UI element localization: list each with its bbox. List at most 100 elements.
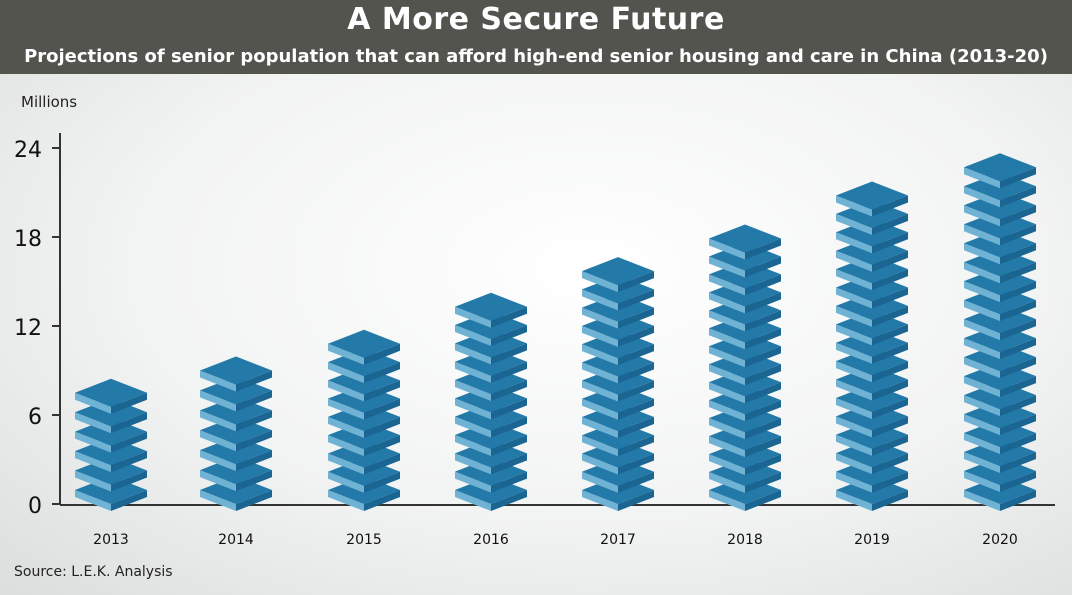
block-right-face: [1000, 376, 1036, 398]
block-right-face: [1000, 357, 1036, 379]
block-right-face: [364, 362, 400, 384]
block-right-face: [111, 451, 147, 473]
block-left-face: [709, 436, 745, 458]
block-right-face: [618, 380, 654, 402]
block-left-face: [75, 470, 111, 492]
block-right-face: [872, 471, 908, 493]
block-left-face: [964, 205, 1000, 227]
block-right-face: [618, 398, 654, 420]
block-left-face: [455, 398, 491, 420]
block-right-face: [1000, 414, 1036, 436]
block-left-face: [75, 412, 111, 434]
block-left-face: [836, 379, 872, 401]
block-right-face: [1000, 319, 1036, 341]
block-left-face: [455, 435, 491, 457]
block-right-face: [1000, 300, 1036, 322]
block-left-face: [328, 471, 364, 493]
block-left-face: [709, 310, 745, 332]
block-right-face: [1000, 167, 1036, 189]
chart-title: A More Secure Future: [347, 2, 725, 37]
block-right-face: [236, 490, 272, 511]
block-right-face: [745, 328, 781, 350]
block-right-face: [364, 471, 400, 493]
block-left-face: [836, 453, 872, 475]
block-right-face: [745, 274, 781, 296]
block-left-face: [582, 362, 618, 384]
block-left-face: [455, 380, 491, 402]
block-left-face: [200, 430, 236, 452]
block-right-face: [236, 410, 272, 432]
block-left-face: [709, 274, 745, 296]
block-right-face: [1000, 205, 1036, 227]
block-right-face: [491, 490, 527, 511]
block-left-face: [582, 435, 618, 457]
block-left-face: [836, 434, 872, 456]
block-right-face: [491, 306, 527, 328]
block-right-face: [1000, 186, 1036, 208]
block-right-face: [491, 380, 527, 402]
block-left-face: [328, 453, 364, 475]
block-right-face: [236, 390, 272, 412]
bar-2018: [709, 224, 781, 511]
block-right-face: [236, 470, 272, 492]
block-left-face: [836, 269, 872, 291]
block-left-face: [836, 213, 872, 235]
x-tick-label-2019: 2019: [854, 532, 890, 548]
block-left-face: [964, 243, 1000, 265]
block-left-face: [328, 398, 364, 420]
block-right-face: [1000, 490, 1036, 511]
bar-2020: [964, 153, 1036, 511]
block-right-face: [364, 490, 400, 511]
block-right-face: [872, 397, 908, 419]
block-left-face: [200, 370, 236, 392]
block-left-face: [328, 362, 364, 384]
block-left-face: [836, 232, 872, 254]
block-right-face: [491, 435, 527, 457]
block-right-face: [872, 287, 908, 309]
block-left-face: [964, 376, 1000, 398]
block-left-face: [964, 281, 1000, 303]
x-tick-label-2017: 2017: [600, 532, 636, 548]
block-right-face: [111, 392, 147, 414]
block-left-face: [582, 307, 618, 329]
block-left-face: [75, 451, 111, 473]
block-right-face: [364, 343, 400, 365]
block-left-face: [964, 224, 1000, 246]
block-left-face: [709, 454, 745, 476]
block-right-face: [111, 470, 147, 492]
block-right-face: [745, 238, 781, 260]
block-left-face: [709, 418, 745, 440]
block-right-face: [745, 256, 781, 278]
block-left-face: [836, 361, 872, 383]
block-left-face: [964, 319, 1000, 341]
x-tick-label-2016: 2016: [473, 532, 509, 548]
block-left-face: [709, 490, 745, 511]
block-left-face: [75, 392, 111, 414]
x-tick-label-2020: 2020: [982, 532, 1018, 548]
block-right-face: [364, 435, 400, 457]
block-right-face: [745, 490, 781, 511]
block-left-face: [964, 414, 1000, 436]
bar-2014: [200, 356, 272, 511]
block-right-face: [618, 471, 654, 493]
block-right-face: [491, 325, 527, 347]
block-left-face: [836, 195, 872, 217]
block-left-face: [328, 490, 364, 511]
chart-subtitle: Projections of senior population that ca…: [24, 46, 1048, 67]
block-right-face: [745, 418, 781, 440]
block-left-face: [964, 452, 1000, 474]
y-tick-label: 24: [14, 138, 42, 163]
block-right-face: [872, 379, 908, 401]
block-right-face: [745, 400, 781, 422]
block-left-face: [455, 471, 491, 493]
x-tick-label-2018: 2018: [727, 532, 763, 548]
block-right-face: [745, 364, 781, 386]
block-right-face: [872, 213, 908, 235]
bar-2013: [75, 378, 147, 511]
block-right-face: [236, 430, 272, 452]
block-right-face: [491, 416, 527, 438]
block-left-face: [709, 382, 745, 404]
block-top-face: [200, 356, 272, 385]
block-left-face: [582, 398, 618, 420]
block-left-face: [836, 305, 872, 327]
